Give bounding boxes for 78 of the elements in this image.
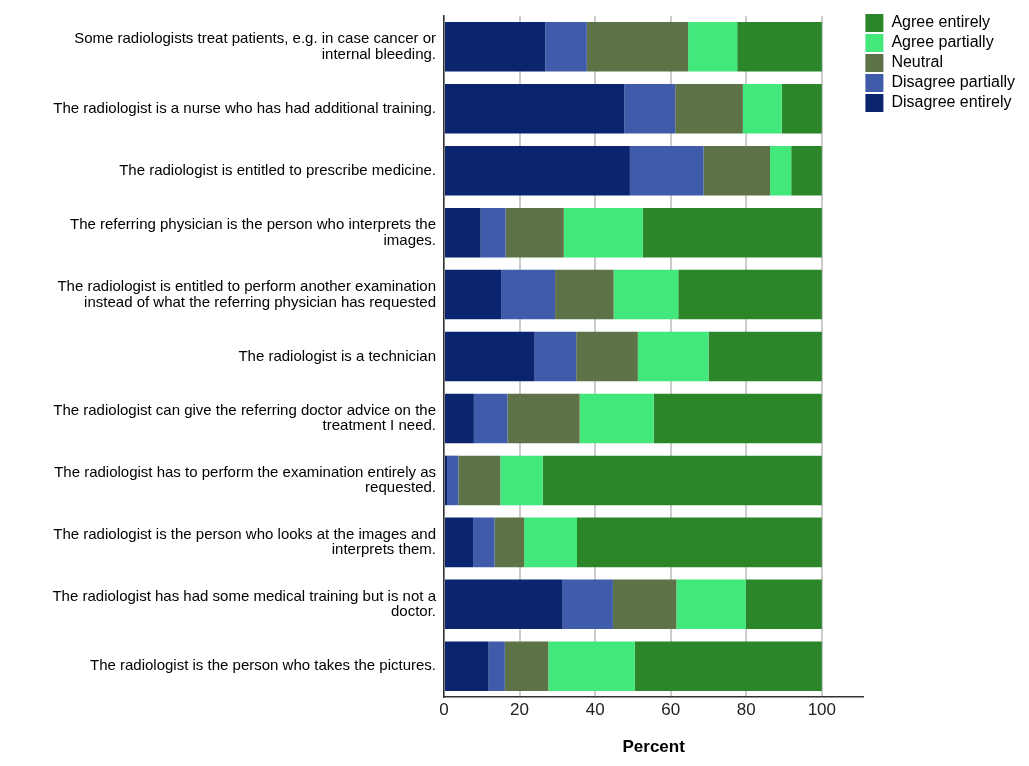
bar (445, 22, 546, 72)
bar (473, 517, 495, 568)
bar (576, 331, 638, 382)
legend-label: Neutral (891, 53, 943, 71)
legend-label: Disagree partially (891, 73, 1015, 91)
bar (770, 145, 792, 196)
bar (708, 331, 822, 382)
bar (675, 84, 743, 134)
bar (488, 641, 505, 692)
y-tick-label: The radiologist is a technician (238, 346, 436, 364)
bar (445, 393, 474, 444)
bar (445, 84, 625, 134)
x-tick-label: 40 (585, 700, 605, 720)
bar (501, 269, 556, 320)
bar (445, 517, 474, 568)
bar (577, 517, 822, 568)
bar (676, 579, 746, 630)
bar (563, 207, 643, 258)
bar (445, 145, 630, 196)
legend-label: Agree entirely (891, 13, 991, 31)
bar (542, 455, 822, 506)
x-tick-label: 60 (661, 700, 681, 720)
bar (505, 207, 564, 258)
x-tick-label: 100 (807, 700, 837, 720)
bar (629, 145, 704, 196)
bar (579, 393, 654, 444)
bar (737, 22, 822, 72)
y-tick-label: The radiologist has to perform the examination entirely as requested. (54, 462, 436, 496)
y-tick-label: The radiologist can give the referring doctor advice on the treatment I need. (53, 400, 436, 434)
y-tick-label: The radiologist is a nurse who has had additional training. (53, 98, 436, 116)
bar (445, 579, 563, 630)
bar (613, 269, 679, 320)
bar (742, 84, 782, 134)
bar (545, 22, 587, 72)
bar (480, 207, 506, 258)
bar (445, 455, 448, 506)
x-tick-label: 80 (736, 700, 756, 720)
bar (586, 22, 689, 72)
bar (555, 269, 614, 320)
bar (637, 331, 709, 382)
bar (745, 579, 822, 630)
y-tick-label: The referring physician is the person who interprets the images. (69, 214, 436, 248)
bar (781, 84, 822, 134)
legend-label: Agree partially (891, 33, 994, 51)
bar (791, 145, 822, 196)
y-tick-label: The radiologist is the person who looks at the images and interprets them. (53, 524, 436, 558)
bar (524, 517, 577, 568)
bar (458, 455, 501, 506)
bar (447, 455, 459, 506)
bar (504, 641, 549, 692)
bar (688, 22, 738, 72)
bar (678, 269, 822, 320)
bar (494, 517, 525, 568)
bar (445, 269, 502, 320)
y-tick-label: The radiologist is entitled to perform another examination instead of what the referring physician has requested (57, 276, 436, 310)
x-tick-label: 0 (439, 700, 449, 720)
bar (642, 207, 822, 258)
bar (653, 393, 822, 444)
x-axis-title: Percent (622, 737, 686, 757)
bar (562, 579, 613, 630)
y-tick-label: The radiologist has had some medical training but is not a doctor. (52, 586, 437, 620)
bar (445, 641, 489, 692)
y-tick-label: The radiologist is entitled to prescribe medicine. (119, 160, 436, 178)
bar (624, 84, 676, 134)
x-tick-label: 20 (510, 700, 530, 720)
bar (500, 455, 543, 506)
bar (612, 579, 677, 630)
bar (634, 641, 822, 692)
bar (548, 641, 635, 692)
bar (445, 331, 535, 382)
bar (473, 393, 508, 444)
bar (507, 393, 580, 444)
bar (445, 207, 481, 258)
legend-label: Disagree entirely (891, 93, 1012, 111)
bar (534, 331, 577, 382)
bar (703, 145, 771, 196)
y-tick-label: Some radiologists treat patients, e.g. in case cancer or internal bleeding. (74, 29, 436, 62)
y-tick-label: The radiologist is the person who takes the pictures. (89, 656, 436, 674)
